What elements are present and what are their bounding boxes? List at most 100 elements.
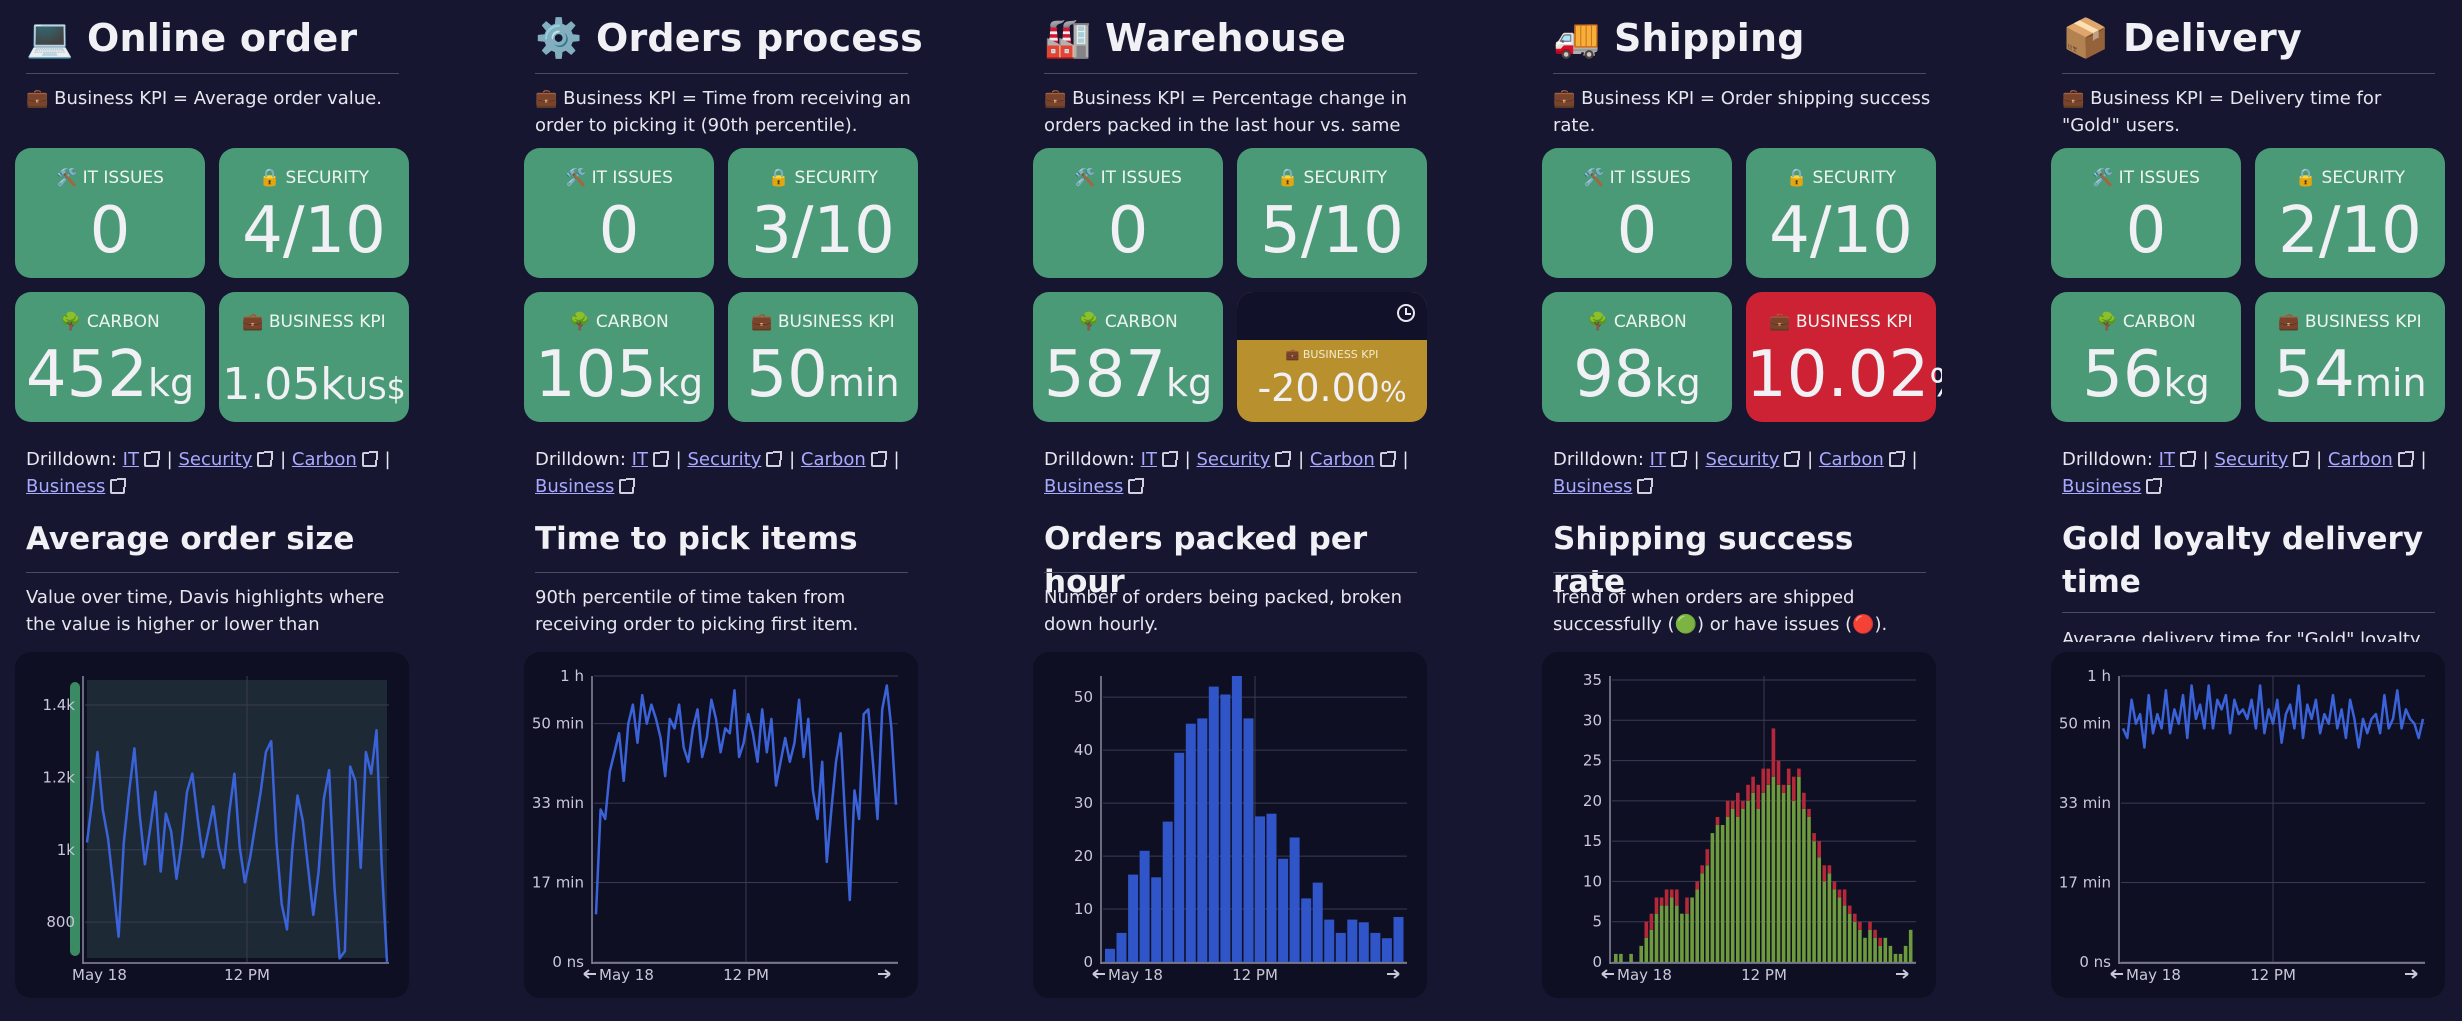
drilldown-link-business[interactable]: Business <box>535 476 615 497</box>
tile-number: 56 <box>2082 338 2164 412</box>
scroll-left-icon <box>2110 969 2123 979</box>
drilldown-label: Drilldown: <box>26 449 117 470</box>
security-tile[interactable]: 🔒 SECURITY 2/10 <box>2255 148 2445 278</box>
drilldown-link-carbon[interactable]: Carbon <box>800 449 866 470</box>
drilldown: Drilldown: IT | Security | Carbon | Busi… <box>1044 449 1409 497</box>
drilldown-link-carbon[interactable]: Carbon <box>1818 449 1884 470</box>
security-tile[interactable]: 🔒 SECURITY 4/10 <box>219 148 409 278</box>
business-kpi-tile[interactable]: 💼 BUSINESS KPI 1.05kUS$ <box>219 292 409 422</box>
security-tile[interactable]: 🔒 SECURITY 5/10 <box>1237 148 1427 278</box>
drilldown-link-carbon[interactable]: Carbon <box>291 449 357 470</box>
bar-issue <box>1675 889 1679 906</box>
drilldown-link-it[interactable]: IT <box>1140 449 1157 470</box>
bar-issue <box>1644 921 1649 938</box>
drilldown-link-business[interactable]: Business <box>26 476 106 497</box>
x-tick-label: 12 PM <box>1232 966 1278 984</box>
carbon-tile[interactable]: 🌳 CARBON 56kg <box>2051 292 2241 422</box>
drilldown-link-business[interactable]: Business <box>1044 476 1124 497</box>
business-kpi-tile[interactable]: 💼 BUSINESS KPI 50min <box>728 292 918 422</box>
business-kpi-tile[interactable]: 💼 BUSINESS KPI 10.02% <box>1746 292 1942 422</box>
chart: 0 ns 17 min 33 min 50 min 1 h May 18 12 PM <box>532 667 898 984</box>
tile-header-bar <box>1237 292 1427 340</box>
tile-value: 0 <box>1033 196 1223 266</box>
clock-icon <box>1397 304 1415 322</box>
carbon-tile[interactable]: 🌳 CARBON 98kg <box>1542 292 1732 422</box>
external-link-icon <box>1275 451 1292 467</box>
carbon-tile[interactable]: 🌳 CARBON 105kg <box>524 292 714 422</box>
it-issues-tile[interactable]: 🛠️ IT ISSUES 0 <box>15 148 205 278</box>
bar-success <box>1680 913 1684 962</box>
drilldown-link-carbon[interactable]: Carbon <box>2327 449 2393 470</box>
drilldown-link-security[interactable]: Security <box>1705 449 1780 470</box>
drilldown-link-it[interactable]: IT <box>631 449 648 470</box>
y-tick-label: 50 min <box>532 715 584 733</box>
tile-number: 452 <box>25 338 148 412</box>
bar <box>1139 850 1150 962</box>
drilldown-link-security[interactable]: Security <box>2214 449 2289 470</box>
x-tick-label: 12 PM <box>2250 966 2296 984</box>
tile-value: 4/10 <box>219 196 409 266</box>
section-description: Value over time, Davis highlights where … <box>26 587 385 635</box>
it-issues-tile[interactable]: 🛠️ IT ISSUES 0 <box>1033 148 1223 278</box>
security-tile[interactable]: 🔒 SECURITY 3/10 <box>728 148 918 278</box>
drilldown: Drilldown: IT | Security | Carbon | Busi… <box>26 449 391 497</box>
drilldown-label: Drilldown: <box>1044 449 1135 470</box>
bar-success <box>1741 808 1745 962</box>
bar <box>1289 837 1300 962</box>
bar-success <box>1700 873 1704 962</box>
drilldown-label: Drilldown: <box>535 449 626 470</box>
bar-issue <box>1868 921 1872 930</box>
bar-success <box>1761 792 1766 962</box>
y-tick-label: 33 min <box>2059 794 2111 812</box>
tile-unit: kg <box>657 361 704 405</box>
drilldown-link-it[interactable]: IT <box>1649 449 1666 470</box>
bar-issue <box>1853 913 1857 922</box>
drilldown-link-security[interactable]: Security <box>687 449 762 470</box>
carbon-tile[interactable]: 🌳 CARBON 452kg <box>15 292 205 422</box>
column-title: 🚚 Shipping <box>1553 16 1805 61</box>
security-tile[interactable]: 🔒 SECURITY 4/10 <box>1746 148 1936 278</box>
bar-success <box>1817 857 1821 962</box>
business-kpi-tile[interactable]: 💼 BUSINESS KPI -20.00% <box>1237 292 1427 422</box>
drilldown-link-it[interactable]: IT <box>122 449 139 470</box>
title-emoji-icon: ⚙️ <box>535 16 583 60</box>
bar <box>1347 919 1358 962</box>
bar-issue <box>1705 849 1710 866</box>
column-title: ⚙️ Orders processed <box>535 16 924 61</box>
tile-unit: US$ <box>345 372 406 407</box>
tile-label: 🌳 CARBON <box>60 312 160 332</box>
column-shipping: 🚚 Shipping 💼 Business KPI = Order shippin… <box>1542 0 1942 1021</box>
bar-success <box>1756 808 1760 962</box>
drilldown-link-carbon[interactable]: Carbon <box>1309 449 1375 470</box>
drilldown-link-business[interactable]: Business <box>2062 476 2142 497</box>
it-issues-tile[interactable]: 🛠️ IT ISSUES 0 <box>524 148 714 278</box>
tile-unit: % <box>1379 375 1407 408</box>
it-issues-tile[interactable]: 🛠️ IT ISSUES 0 <box>2051 148 2241 278</box>
external-link-icon <box>619 478 636 494</box>
drilldown-label: Drilldown: <box>2062 449 2153 470</box>
business-kpi-tile[interactable]: 💼 BUSINESS KPI 54min <box>2255 292 2445 422</box>
bar-success <box>1786 784 1791 962</box>
bar-success <box>1868 929 1872 962</box>
bar <box>1381 938 1392 962</box>
bar <box>1162 821 1173 962</box>
drilldown-link-it[interactable]: IT <box>2158 449 2175 470</box>
tile-value: 2/10 <box>2255 196 2445 266</box>
tile-unit: kg <box>148 361 195 405</box>
it-issues-tile[interactable]: 🛠️ IT ISSUES 0 <box>1542 148 1732 278</box>
y-tick-label: 25 <box>1583 752 1602 770</box>
bar-success <box>1812 841 1816 962</box>
tile-label: 🔒 SECURITY <box>1785 168 1896 188</box>
series-line <box>85 729 389 963</box>
carbon-tile[interactable]: 🌳 CARBON 587kg <box>1033 292 1223 422</box>
drilldown-link-security[interactable]: Security <box>1196 449 1271 470</box>
kpi-description: 💼 Business KPI = Order shipping success … <box>1553 88 1931 136</box>
y-tick-label: 0 ns <box>552 953 584 971</box>
drilldown-link-business[interactable]: Business <box>1553 476 1633 497</box>
drilldown-link-security[interactable]: Security <box>178 449 253 470</box>
bar-success <box>1685 913 1689 962</box>
y-tick-label: 1 h <box>560 667 584 685</box>
bar-issue <box>1812 833 1816 842</box>
y-tick-label: 1k <box>57 841 76 859</box>
y-tick-label: 1.2k <box>42 768 75 786</box>
